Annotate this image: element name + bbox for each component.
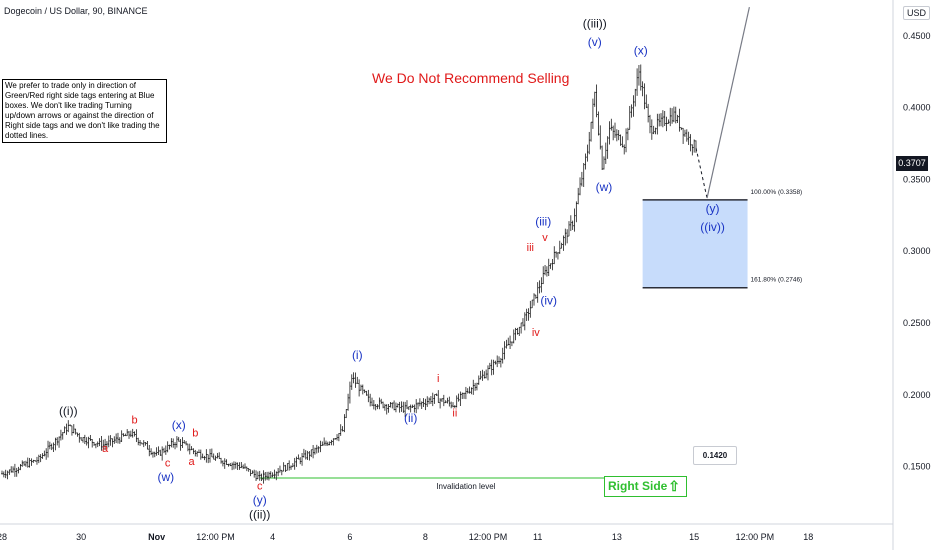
time-tick-label: 4: [270, 532, 275, 542]
time-tick-label: 18: [803, 532, 813, 542]
currency-label[interactable]: USD: [903, 6, 931, 20]
wave-label: ii: [452, 407, 457, 419]
time-tick-label: 28: [0, 532, 7, 542]
time-axis[interactable]: 28 30 Nov 12:00 PM 4 6 8 12:00 PM 11 13 15 12:00 PM…: [0, 532, 813, 542]
invalidation-level-label: Invalidation level: [436, 482, 495, 491]
wave-label: (w): [596, 180, 613, 194]
wave-label: (iv): [540, 293, 557, 307]
price-tick-label: 0.1500: [903, 462, 931, 472]
wave-label: (v): [588, 35, 602, 49]
invalidation-price-callout: 0.1420: [693, 446, 737, 465]
price-tick-label: 0.4500: [903, 31, 931, 41]
wave-label: (ii): [404, 411, 417, 425]
candles: [1, 64, 697, 484]
current-price-tag: 0.3707: [896, 156, 928, 171]
wave-label: v: [542, 232, 548, 244]
time-tick-label: 8: [423, 532, 428, 542]
blue-target-box: [642, 199, 748, 289]
trading-note: We prefer to trade only in direction of …: [2, 79, 167, 143]
wave-label: (i): [352, 348, 363, 362]
time-tick-label: 15: [689, 532, 699, 542]
projected-path-up: [706, 7, 750, 199]
time-tick-label: 12:00 PM: [736, 532, 775, 542]
time-tick-label: 6: [347, 532, 352, 542]
wave-label: (y): [253, 493, 267, 507]
right-side-tag: Right Side ⇧: [604, 476, 687, 497]
chart-title: Dogecoin / US Dollar, 90, BINANCE: [4, 6, 148, 16]
fib-levels: 100.00% (0.3358) 161.80% (0.2746): [751, 189, 803, 284]
wave-label: c: [165, 458, 171, 470]
price-tick-label: 0.3000: [903, 246, 931, 256]
up-arrow-icon: ⇧: [668, 478, 680, 494]
wave-label: iii: [527, 242, 534, 254]
projection-lines: [695, 7, 750, 199]
invalidation-line: Invalidation level: [259, 477, 673, 491]
wave-labels: ((i))ba(x)bc a(w)c(y)((ii))(i)(ii)iiiiiii…: [59, 16, 725, 521]
right-side-label: Right Side: [608, 479, 668, 493]
warning-text: We Do Not Recommend Selling: [372, 70, 570, 86]
time-tick-label: Nov: [148, 532, 165, 542]
wave-label: (y): [706, 201, 720, 215]
fib-level-label: 100.00% (0.3358): [751, 189, 803, 196]
wave-label: i: [437, 373, 439, 385]
projected-path-dotted: [695, 147, 708, 199]
price-tick-label: 0.4000: [903, 103, 931, 113]
price-tick-label: 0.2500: [903, 318, 931, 328]
wave-label: c: [257, 481, 263, 493]
time-tick-label: 12:00 PM: [469, 532, 508, 542]
wave-label: ((i)): [59, 404, 78, 418]
wave-label: ((iv)): [700, 220, 725, 234]
price-tick-label: 0.2000: [903, 390, 931, 400]
wave-label: (iii): [535, 214, 551, 228]
time-tick-label: 11: [533, 532, 542, 542]
wave-label: a: [102, 443, 109, 455]
wave-label: b: [192, 427, 198, 439]
wave-label: ((iii)): [583, 16, 607, 30]
fib-level-label: 161.80% (0.2746): [751, 277, 803, 284]
price-axis[interactable]: 0.4500 0.4000 0.3500 0.3000 0.2500 0.2000 0.15…: [903, 31, 931, 472]
wave-label: a: [189, 456, 196, 468]
time-tick-label: 30: [76, 532, 86, 542]
target-box-fill: [642, 199, 748, 288]
time-tick-label: 12:00 PM: [196, 532, 235, 542]
wave-label: (x): [172, 418, 186, 432]
wave-label: iv: [532, 327, 540, 339]
wave-label: b: [131, 415, 137, 427]
wave-label: (x): [634, 44, 648, 58]
wave-label: (w): [158, 470, 175, 484]
time-tick-label: 13: [612, 532, 622, 542]
wave-label: ((ii)): [249, 507, 270, 521]
price-tick-label: 0.3500: [903, 174, 931, 184]
